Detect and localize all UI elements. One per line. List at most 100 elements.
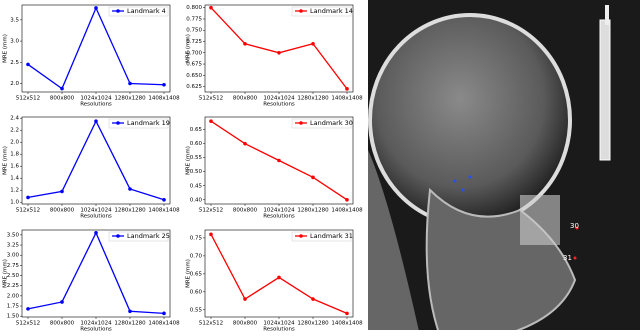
- y-axis-label: MRE (mm): [3, 146, 9, 175]
- legend-box: [108, 118, 169, 129]
- y-tick-label: 2.50: [7, 273, 20, 279]
- xray-image: 30 31: [368, 0, 640, 336]
- legend-marker: [116, 121, 120, 125]
- x-tick-label: 1280x1280: [297, 96, 329, 102]
- data-point: [162, 198, 166, 202]
- data-point: [162, 311, 166, 316]
- y-tick-label: 1.8: [10, 152, 19, 158]
- data-point: [277, 158, 281, 163]
- y-tick-label: 0.700: [186, 50, 202, 56]
- x-tick-label: 800x800: [50, 321, 75, 327]
- data-point: [128, 81, 132, 86]
- y-tick-label: 0.60: [190, 289, 203, 295]
- legend-box: [291, 6, 352, 17]
- y-tick-label: 0.625: [186, 84, 202, 90]
- legend-box: [108, 231, 169, 242]
- plot-frame: [21, 229, 171, 318]
- legend-label: Landmark 14: [310, 7, 353, 15]
- data-point: [128, 309, 132, 314]
- x-tick-label: 512x512: [16, 96, 40, 102]
- y-tick-label: 0.65: [190, 127, 203, 133]
- data-point: [94, 6, 98, 10]
- legend-label: Landmark 25: [127, 232, 170, 240]
- data-point: [26, 195, 30, 200]
- x-tick-label: 512x512: [199, 96, 223, 102]
- y-tick-label: 0.55: [190, 155, 203, 161]
- series-line: [210, 234, 348, 315]
- legend-label: Landmark 30: [310, 119, 353, 127]
- plot-frame: [204, 4, 354, 93]
- x-tick-label: 1024x1024: [263, 208, 295, 214]
- data-point: [311, 297, 315, 301]
- y-axis-label: MRE (mm): [186, 34, 192, 63]
- data-point: [128, 187, 132, 191]
- y-tick-label: 0.675: [186, 62, 202, 68]
- data-point: [94, 231, 98, 235]
- x-axis-label: Resolutions: [263, 102, 295, 108]
- x-tick-label: 1024x1024: [263, 321, 295, 327]
- y-tick-label: 1.0: [10, 200, 19, 206]
- x-tick-label: 1408x1408: [331, 321, 363, 327]
- y-tick-label: 1.6: [10, 164, 19, 170]
- data-point: [26, 307, 30, 311]
- data-point: [345, 197, 349, 202]
- data-point: [243, 297, 247, 301]
- x-tick-label: 1280x1280: [297, 208, 329, 214]
- data-point: [162, 82, 166, 87]
- y-axis-label: MRE (mm): [186, 146, 192, 175]
- y-tick-label: 0.75: [190, 235, 203, 241]
- x-tick-label: 1408x1408: [331, 208, 363, 214]
- legend-box: [108, 6, 169, 17]
- x-tick-label: 512x512: [199, 208, 223, 214]
- x-axis-label: Resolutions: [263, 327, 295, 333]
- data-point: [277, 50, 281, 55]
- x-tick-label: 800x800: [50, 96, 75, 102]
- y-tick-label: 0.60: [190, 141, 203, 147]
- data-point: [94, 119, 98, 123]
- x-tick-label: 1408x1408: [148, 96, 180, 102]
- x-axis-label: Resolutions: [80, 327, 112, 333]
- x-tick-label: 1024x1024: [80, 208, 112, 214]
- legend-label: Landmark 31: [310, 232, 353, 240]
- series-line: [27, 119, 165, 201]
- legend-marker: [299, 9, 303, 13]
- y-tick-label: 0.775: [186, 16, 202, 22]
- x-tick-label: 800x800: [233, 321, 258, 327]
- y-axis-label: MRE (mm): [186, 259, 192, 288]
- x-tick-label: 1280x1280: [114, 208, 146, 214]
- series-line: [210, 7, 348, 90]
- data-point: [345, 311, 349, 316]
- legend-marker: [299, 234, 303, 238]
- x-tick-label: 1408x1408: [148, 208, 180, 214]
- x-tick-label: 1024x1024: [263, 96, 295, 102]
- x-tick-label: 800x800: [233, 208, 258, 214]
- y-tick-label: 0.725: [186, 39, 202, 45]
- x-axis-label: Resolutions: [263, 214, 295, 220]
- y-tick-label: 3.00: [7, 253, 20, 259]
- legend-box: [291, 231, 352, 242]
- y-tick-label: 3.50: [7, 232, 20, 238]
- data-point: [209, 5, 213, 10]
- y-tick-label: 1.2: [10, 188, 19, 194]
- data-point: [311, 41, 315, 46]
- data-point: [60, 189, 64, 194]
- data-point: [26, 62, 30, 67]
- data-point: [277, 275, 281, 280]
- y-tick-label: 1.4: [10, 176, 19, 182]
- legend-marker: [299, 121, 303, 125]
- y-tick-label: 2.5: [10, 60, 19, 66]
- data-point: [209, 119, 213, 124]
- series-line: [27, 231, 165, 314]
- x-tick-label: 512x512: [16, 321, 40, 327]
- data-point: [209, 232, 213, 237]
- legend-marker: [116, 234, 120, 238]
- x-tick-label: 1024x1024: [80, 321, 112, 327]
- y-tick-label: 0.750: [186, 28, 202, 34]
- y-tick-label: 3.5: [10, 17, 19, 23]
- x-tick-label: 1408x1408: [148, 321, 180, 327]
- y-tick-label: 3.0: [10, 39, 19, 45]
- y-axis-label: MRE (mm): [3, 34, 9, 63]
- y-tick-label: 0.55: [190, 307, 203, 313]
- y-tick-label: 2.0: [10, 81, 19, 87]
